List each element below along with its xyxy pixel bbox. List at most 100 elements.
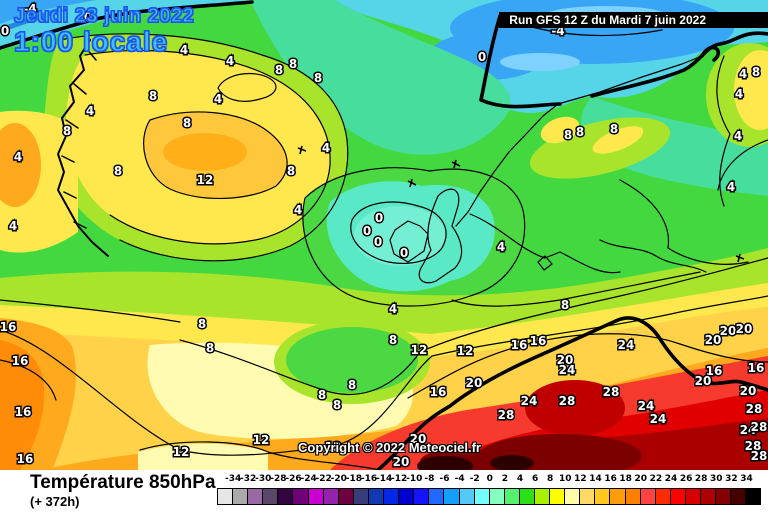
temp-label: 24 <box>559 363 576 377</box>
legend-title: Température 850hPa <box>30 472 216 493</box>
temp-label: 28 <box>603 385 620 399</box>
temp-label: 24 <box>650 412 667 426</box>
legend-cell <box>337 488 354 505</box>
legend-bar: Température 850hPa (+ 372h) -34 -32 -30 -28… <box>0 470 768 512</box>
valid-date: Jeudi 23 juin 2022 <box>13 5 195 27</box>
temp-label: 0 <box>375 211 383 225</box>
legend-cell <box>443 488 460 505</box>
copyright-watermark: Copyright © 2022 Meteociel.fr <box>298 440 481 455</box>
temp-label: 8 <box>183 116 191 130</box>
temp-label: 20 <box>736 322 753 336</box>
legend-cell <box>277 488 294 505</box>
temp-label: 12 <box>197 173 214 187</box>
legend-tick: -20 <box>330 474 347 484</box>
temp-label: 4 <box>14 150 22 164</box>
legend-tick: 18 <box>619 474 632 484</box>
legend-cell <box>654 488 671 505</box>
temp-label: 16 <box>706 364 723 378</box>
temp-label: 4 <box>9 219 17 233</box>
temp-label: -4 <box>23 2 36 16</box>
temp-label: 16 <box>12 354 29 368</box>
legend-tick: 0 <box>486 474 493 484</box>
temp-label: 16 <box>530 334 547 348</box>
legend-cell <box>413 488 430 505</box>
valid-time: 1:00 locale <box>13 26 169 57</box>
legend-cell <box>549 488 566 505</box>
legend-cell <box>715 488 732 505</box>
legend-tick: -22 <box>315 474 332 484</box>
temp-label: 16 <box>748 361 765 375</box>
temp-label: 16 <box>511 338 528 352</box>
temp-label: 0 <box>374 235 382 249</box>
legend-cell <box>383 488 400 505</box>
legend-forecast-hour: (+ 372h) <box>30 494 80 509</box>
legend-tick: -2 <box>469 474 480 484</box>
temp-label: 16 <box>0 320 16 334</box>
temp-label: 24 <box>618 338 635 352</box>
temp-label: 4 <box>735 87 743 101</box>
legend-cell <box>745 488 762 505</box>
temp-label: 12 <box>457 344 474 358</box>
temp-label: 28 <box>559 394 576 408</box>
temp-label: 8 <box>149 89 157 103</box>
temp-label: 16 <box>17 452 34 466</box>
temp-label: 8 <box>333 398 341 412</box>
legend-cell <box>503 488 520 505</box>
legend-cell <box>639 488 656 505</box>
temp-label: 28 <box>746 402 763 416</box>
temp-label: 0 <box>1 24 9 38</box>
legend-tick: 8 <box>547 474 554 484</box>
temp-label: 28 <box>498 408 515 422</box>
temp-label: 8 <box>348 378 356 392</box>
temp-label: 8 <box>318 388 326 402</box>
legend-cell <box>579 488 596 505</box>
legend-tick: -10 <box>406 474 423 484</box>
temp-label: 16 <box>430 385 447 399</box>
temp-label: 24 <box>638 399 655 413</box>
legend-tick: 24 <box>664 474 678 484</box>
temp-label: 8 <box>114 164 122 178</box>
temp-label: 12 <box>411 343 428 357</box>
legend-tick: -28 <box>270 474 287 484</box>
legend-tick: 22 <box>649 474 663 484</box>
temp-label: 20 <box>705 333 722 347</box>
legend-tick: 4 <box>516 474 524 484</box>
legend-tick: -6 <box>439 474 450 484</box>
temp-label: 8 <box>198 317 206 331</box>
temp-label: 8 <box>287 164 295 178</box>
temp-label: 4 <box>734 129 742 143</box>
gfs-temperature-map[interactable]: -4 0 0 4 4 8 8 8 8 4 4 8 8 -4 0 4 8 4 8 8 8 4 4 4 8 8 12 4 4 0 0 0 0 4 4 4 8… <box>0 0 768 470</box>
model-run-banner: Run GFS 12 Z du Mardi 7 juin 2022 <box>499 12 768 28</box>
legend-tick: 30 <box>710 474 723 484</box>
temp-label: 12 <box>253 433 270 447</box>
legend-tick: 2 <box>501 474 509 484</box>
temp-label: 0 <box>400 246 408 260</box>
temp-label: 20 <box>393 455 410 469</box>
temp-label: 8 <box>289 57 297 71</box>
temp-label: 8 <box>206 341 214 355</box>
temp-label: 20 <box>695 374 712 388</box>
temp-label: 8 <box>389 333 397 347</box>
temp-label: 4 <box>322 141 330 155</box>
temp-label: 4 <box>389 302 397 316</box>
temp-label: 8 <box>63 124 71 138</box>
temp-label: 20 <box>466 376 483 390</box>
legend-tick: 16 <box>604 474 617 484</box>
temp-label: 4 <box>727 180 735 194</box>
temp-label: 0 <box>478 50 486 64</box>
legend-cell <box>564 488 581 505</box>
legend-cell <box>292 488 309 505</box>
legend-cell <box>700 488 717 505</box>
legend-cell <box>609 488 626 505</box>
legend-tick: -32 <box>240 474 257 484</box>
legend-cell <box>473 488 490 505</box>
legend-cell <box>367 488 385 505</box>
legend-cell <box>262 488 279 505</box>
legend-cell <box>307 488 324 505</box>
legend-tick: 34 <box>740 474 753 484</box>
temp-label: 4 <box>226 54 234 68</box>
temp-label: 24 <box>740 423 757 437</box>
temp-label: 4 <box>294 203 302 217</box>
legend-tick: -16 <box>360 474 378 484</box>
